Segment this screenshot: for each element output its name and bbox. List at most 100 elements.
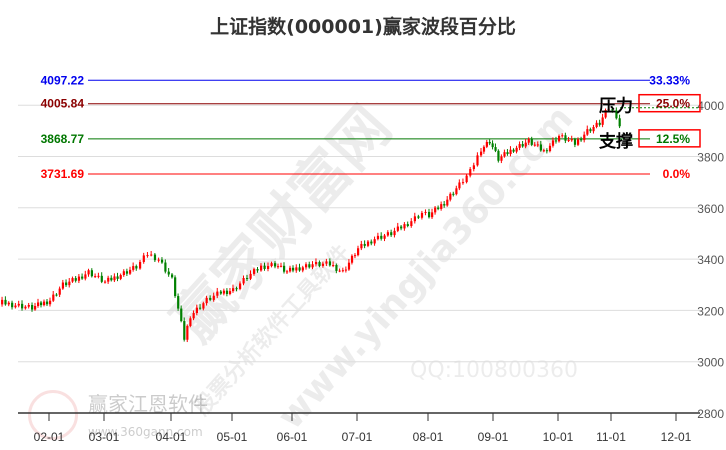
x-tick-label: 08-01: [413, 430, 444, 444]
candle-body: [157, 259, 160, 261]
candle-body: [189, 318, 192, 326]
candle-body: [37, 302, 40, 306]
candle-body: [515, 147, 518, 152]
candle-body: [615, 110, 618, 119]
candle-body: [125, 271, 129, 274]
candle-body: [554, 140, 558, 142]
candle-body: [283, 265, 286, 272]
x-tick-label: 03-01: [89, 430, 120, 444]
x-tick-label: 04-01: [156, 430, 187, 444]
candle-body: [49, 300, 52, 305]
candle-body: [289, 267, 292, 272]
candle-body: [113, 276, 116, 281]
candle-body: [530, 138, 533, 145]
candle-body: [521, 144, 524, 147]
candle-body: [246, 278, 249, 280]
candle-body: [34, 305, 37, 310]
candle-body: [393, 230, 396, 236]
candle-body: [325, 261, 328, 264]
candle-body: [601, 117, 604, 125]
candle-body: [503, 152, 506, 157]
candle-body: [24, 306, 27, 309]
candle-body: [61, 282, 65, 289]
candle-body: [350, 255, 354, 263]
candle-body: [274, 263, 277, 267]
chart-title: 上证指数(000001)赢家波段百分比: [210, 16, 516, 38]
candle-body: [87, 270, 90, 275]
candle-body: [335, 265, 338, 271]
candle-body: [424, 211, 427, 213]
candle-body: [604, 110, 607, 118]
candle-body: [298, 267, 301, 271]
candle-body: [607, 108, 610, 111]
y-tick-label: 2800: [697, 407, 724, 421]
candle-body: [21, 303, 24, 309]
candle-body: [482, 146, 486, 152]
fib-price-label: 4097.22: [41, 73, 85, 87]
candle-body: [618, 118, 621, 127]
candle-body: [417, 216, 420, 218]
candle-body: [242, 278, 245, 284]
candle-body: [209, 297, 212, 300]
candle-body: [576, 139, 580, 145]
candle-body: [167, 271, 170, 275]
candle-body: [232, 288, 235, 292]
candle-body: [74, 278, 77, 281]
candle-body: [545, 150, 549, 152]
resistance-box: [638, 93, 701, 113]
support-label: 支撑: [599, 131, 633, 152]
y-tick-label: 3800: [697, 151, 724, 165]
fib-pct-label: 12.5%: [656, 132, 690, 146]
candle-body: [321, 263, 325, 266]
candle-body: [308, 264, 311, 268]
candle-body: [548, 145, 552, 152]
candle-body: [280, 265, 283, 267]
candle-body: [370, 241, 373, 244]
candle-body: [116, 276, 119, 279]
candle-body: [270, 263, 273, 267]
candle-body: [138, 261, 142, 269]
candle-body: [428, 211, 431, 218]
candle-body: [171, 274, 174, 278]
candle-body: [583, 134, 586, 141]
candle-body: [174, 277, 177, 297]
candle-body: [77, 276, 81, 281]
candle-body: [561, 135, 564, 137]
candle-body: [153, 254, 157, 261]
candle-body: [380, 235, 383, 239]
fib-pct-label: 0.0%: [663, 167, 691, 181]
candle-body: [461, 182, 465, 184]
candle-body: [465, 175, 468, 183]
fib-pct-label: 25.0%: [656, 97, 690, 111]
candle-body: [55, 294, 58, 296]
candle-body: [27, 305, 30, 307]
candle-body: [68, 281, 71, 286]
candle-body: [570, 139, 573, 141]
candle-body: [40, 302, 43, 306]
candle-body: [314, 261, 318, 265]
candle-body: [360, 243, 363, 249]
candle-body: [512, 149, 515, 152]
candle-body: [195, 307, 199, 314]
watermark-logo-seal: [28, 390, 78, 440]
candle-body: [373, 239, 376, 244]
candle-body: [403, 224, 406, 229]
candle-body: [469, 169, 472, 176]
candle-body: [558, 135, 561, 142]
candle-body: [81, 276, 84, 279]
fib-price-label: 3731.69: [41, 167, 85, 181]
candle-body: [267, 266, 270, 269]
candle-body: [183, 321, 186, 340]
candle-body: [14, 305, 17, 308]
candle-body: [253, 269, 256, 274]
candle-body: [363, 243, 366, 246]
candle-body: [263, 265, 266, 269]
candle-body: [318, 261, 321, 266]
candle-body: [180, 308, 183, 322]
candle-body: [357, 248, 360, 256]
fib-price-label: 4005.84: [41, 97, 85, 111]
candle-body: [353, 255, 357, 257]
candle-body: [122, 271, 125, 276]
x-tick-label: 07-01: [342, 430, 373, 444]
